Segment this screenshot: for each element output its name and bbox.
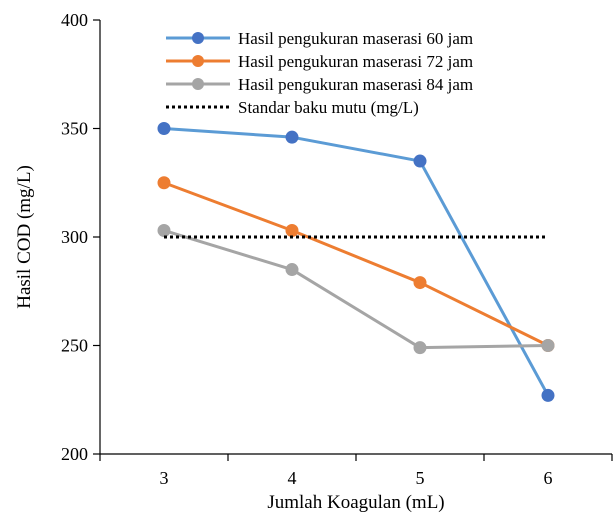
series-layer <box>157 122 555 402</box>
legend-label: Hasil pengukuran maserasi 60 jam <box>238 29 473 48</box>
x-axis-label: Jumlah Koagulan (mL) <box>267 492 444 513</box>
data-point <box>413 276 427 290</box>
legend-item: Standar baku mutu (mg/L) <box>166 98 419 117</box>
y-tick-label: 250 <box>61 336 88 356</box>
y-tick-label: 200 <box>61 444 88 464</box>
y-ticks: 200 250 300 350 400 <box>61 10 100 464</box>
data-point <box>285 130 299 144</box>
legend: Hasil pengukuran maserasi 60 jam Hasil pe… <box>166 29 473 117</box>
data-point <box>157 223 171 237</box>
x-tick-label: 5 <box>416 468 425 488</box>
x-tick-label: 3 <box>160 468 169 488</box>
x-tick-label: 4 <box>288 468 297 488</box>
data-point <box>285 263 299 277</box>
legend-label: Hasil pengukuran maserasi 72 jam <box>238 52 473 71</box>
series-line <box>163 229 549 350</box>
legend-item: Hasil pengukuran maserasi 84 jam <box>166 75 473 94</box>
series-line <box>163 181 549 347</box>
legend-label: Hasil pengukuran maserasi 84 jam <box>238 75 473 94</box>
legend-item: Hasil pengukuran maserasi 60 jam <box>166 29 473 48</box>
data-point <box>541 339 555 352</box>
legend-marker <box>192 55 204 67</box>
x-tick-label: 6 <box>544 468 553 488</box>
data-point <box>413 341 427 355</box>
data-point <box>285 223 299 237</box>
series-line <box>163 127 550 397</box>
legend-marker <box>192 78 204 90</box>
y-axis-label: Hasil COD (mg/L) <box>14 165 35 309</box>
data-point <box>413 154 427 168</box>
y-tick-label: 300 <box>61 227 88 247</box>
x-ticks: 3 4 5 6 <box>99 454 613 488</box>
data-point <box>157 176 171 190</box>
legend-label: Standar baku mutu (mg/L) <box>238 98 419 117</box>
series-2 <box>157 176 555 352</box>
y-tick-label: 400 <box>61 10 88 30</box>
series-3 <box>157 223 555 355</box>
y-tick-label: 350 <box>61 119 88 139</box>
series-1 <box>157 122 555 402</box>
data-point <box>541 388 555 402</box>
data-point <box>157 122 171 135</box>
legend-item: Hasil pengukuran maserasi 72 jam <box>166 52 473 71</box>
legend-marker <box>192 32 204 44</box>
